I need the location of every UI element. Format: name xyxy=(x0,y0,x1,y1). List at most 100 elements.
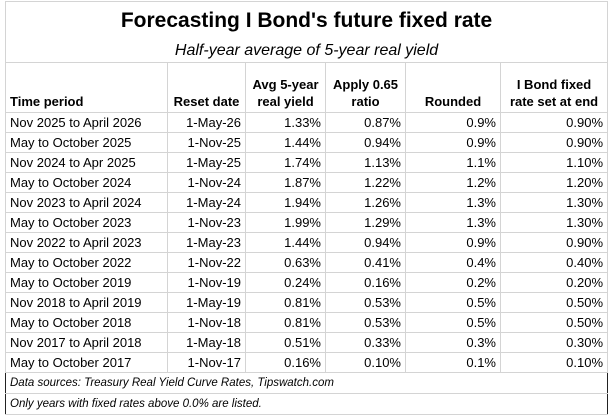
cell: 0.81% xyxy=(245,312,326,333)
cell: Nov 2024 to Apr 2025 xyxy=(5,152,168,173)
cell: 0.10% xyxy=(325,352,406,373)
cell: Nov 2025 to April 2026 xyxy=(5,112,168,133)
header-line: ratio xyxy=(351,94,380,109)
cell: 0.41% xyxy=(325,252,406,273)
cell: 1.26% xyxy=(325,192,406,213)
cell: Nov 2017 to April 2018 xyxy=(5,332,168,353)
data-row: Nov 2022 to April 2023 1-May-23 1.44% 0.94%… xyxy=(5,232,609,253)
table-body: Forecasting I Bond's future fixed rate H… xyxy=(4,1,609,415)
cell: 1.94% xyxy=(245,192,326,213)
cell: 0.53% xyxy=(325,292,406,313)
cell: 1.30% xyxy=(499,192,609,213)
subtitle-row: Half-year average of 5-year real yield xyxy=(4,39,609,63)
cell: 0.24% xyxy=(245,272,326,293)
cell: 0.90% xyxy=(499,232,609,253)
data-row: May to October 2025 1-Nov-25 1.44% 0.94% 0.9… xyxy=(5,132,609,153)
cell: May to October 2024 xyxy=(5,172,168,193)
header-line: rate set at end xyxy=(509,94,599,109)
cell: 0.30% xyxy=(499,332,609,353)
data-row: May to October 2022 1-Nov-22 0.63% 0.41% 0.4… xyxy=(5,252,609,273)
column-header: Rounded xyxy=(405,62,501,113)
cell: 1-Nov-19 xyxy=(167,272,246,293)
cell: 1.10% xyxy=(499,152,609,173)
column-header: Avg 5-year real yield xyxy=(245,62,326,113)
cell: 0.2% xyxy=(405,272,501,293)
cell: 1.30% xyxy=(499,212,609,233)
header-line: Apply 0.65 xyxy=(332,77,399,92)
note-row: Only years with fixed rates above 0.0% a… xyxy=(5,393,608,415)
cell: 1.74% xyxy=(245,152,326,173)
cell: Nov 2018 to April 2019 xyxy=(5,292,168,313)
cell: 0.10% xyxy=(499,352,609,373)
data-row: May to October 2023 1-Nov-23 1.99% 1.29% 1.3… xyxy=(5,212,609,233)
data-row: May to October 2017 1-Nov-17 0.16% 0.10% 0.1… xyxy=(5,352,609,373)
cell: 0.9% xyxy=(405,112,501,133)
cell: 1.2% xyxy=(405,172,501,193)
cell: 0.1% xyxy=(405,352,501,373)
cell: 1-May-19 xyxy=(167,292,246,313)
cell: 0.87% xyxy=(325,112,406,133)
note-row: Data sources: Treasury Real Yield Curve … xyxy=(5,372,608,394)
cell: 0.90% xyxy=(499,112,609,133)
data-row: Nov 2018 to April 2019 1-May-19 0.81% 0.53%… xyxy=(5,292,609,313)
cell: 0.4% xyxy=(405,252,501,273)
cell: 1-May-18 xyxy=(167,332,246,353)
cell: 0.50% xyxy=(499,312,609,333)
cell: 1.3% xyxy=(405,212,501,233)
cell: May to October 2022 xyxy=(5,252,168,273)
data-row: May to October 2024 1-Nov-24 1.87% 1.22% 1.2… xyxy=(5,172,609,193)
cell: 1.99% xyxy=(245,212,326,233)
data-row: Nov 2025 to April 2026 1-May-26 1.33% 0.87%… xyxy=(5,112,609,133)
cell: May to October 2019 xyxy=(5,272,168,293)
header-row: Time period Reset date Avg 5-year real yiel… xyxy=(5,62,609,113)
cell: May to October 2025 xyxy=(5,132,168,153)
header-line: Rounded xyxy=(424,94,482,109)
cell: 1-Nov-24 xyxy=(167,172,246,193)
column-header: Reset date xyxy=(167,62,246,113)
cell: 0.16% xyxy=(245,352,326,373)
cell: 1-Nov-25 xyxy=(167,132,246,153)
cell: 1.1% xyxy=(405,152,501,173)
cell: 0.94% xyxy=(325,132,406,153)
cell: 1-May-26 xyxy=(167,112,246,133)
cell: 0.90% xyxy=(499,132,609,153)
subtitle: Half-year average of 5-year real yield xyxy=(4,39,609,63)
cell: 1-Nov-17 xyxy=(167,352,246,373)
cell: 0.63% xyxy=(245,252,326,273)
header-line: real yield xyxy=(257,94,314,109)
cell: 0.94% xyxy=(325,232,406,253)
data-row: May to October 2019 1-Nov-19 0.24% 0.16% 0.2… xyxy=(5,272,609,293)
cell: 1.87% xyxy=(245,172,326,193)
cell: 0.16% xyxy=(325,272,406,293)
cell: 0.81% xyxy=(245,292,326,313)
cell: 0.5% xyxy=(405,292,501,313)
cell: 1.29% xyxy=(325,212,406,233)
cell: 0.9% xyxy=(405,232,501,253)
cell: 1-May-25 xyxy=(167,152,246,173)
cell: 0.50% xyxy=(499,292,609,313)
cell: 0.53% xyxy=(325,312,406,333)
data-row: Nov 2017 to April 2018 1-May-18 0.51% 0.33%… xyxy=(5,332,609,353)
data-row: Nov 2023 to April 2024 1-May-24 1.94% 1.26%… xyxy=(5,192,609,213)
cell: 0.33% xyxy=(325,332,406,353)
cell: 0.20% xyxy=(499,272,609,293)
header-line: I Bond fixed xyxy=(516,77,592,92)
cell: 0.3% xyxy=(405,332,501,353)
footnote: Only years with fixed rates above 0.0% a… xyxy=(5,393,608,415)
cell: 1-Nov-22 xyxy=(167,252,246,273)
cell: 1.3% xyxy=(405,192,501,213)
cell: 0.40% xyxy=(499,252,609,273)
cell: 1-Nov-23 xyxy=(167,212,246,233)
sheet-table: Forecasting I Bond's future fixed rate H… xyxy=(4,1,609,415)
cell: 1.20% xyxy=(499,172,609,193)
header-line: Avg 5-year xyxy=(252,77,319,92)
column-header: Time period xyxy=(5,62,168,113)
header-line: Time period xyxy=(10,94,84,109)
title-row: Forecasting I Bond's future fixed rate xyxy=(4,1,609,39)
cell: 1.33% xyxy=(245,112,326,133)
column-header: I Bond fixed rate set at end xyxy=(499,62,609,113)
cell: May to October 2018 xyxy=(5,312,168,333)
cell: 1-May-24 xyxy=(167,192,246,213)
cell: 1-Nov-18 xyxy=(167,312,246,333)
cell: 0.51% xyxy=(245,332,326,353)
